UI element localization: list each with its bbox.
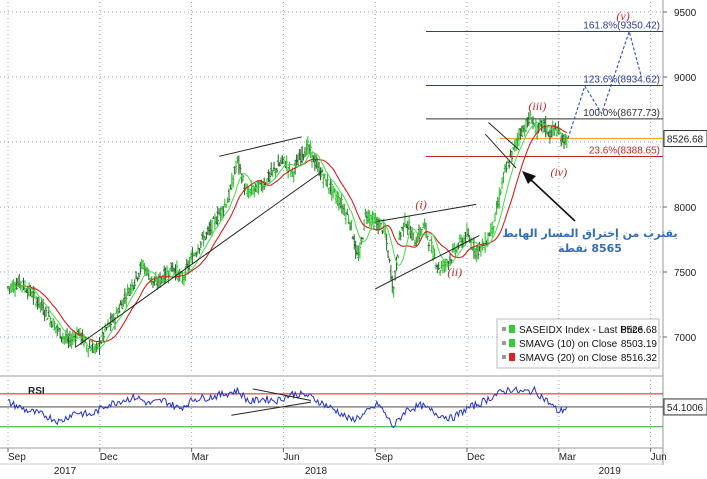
sma20-line [8, 125, 567, 343]
time-axis: Sep Dec Mar Jun Sep Dec Mar Jun 2017 2018 2019 [0, 447, 667, 477]
trend-line [378, 203, 477, 222]
year-label: 2017 [54, 466, 77, 477]
rsi-trend-line [231, 401, 312, 416]
annotation-arrow [528, 177, 576, 222]
legend-value: 8503.19 [621, 339, 658, 350]
rsi-trend-line [252, 388, 312, 401]
y-tick-label: 7000 [674, 333, 697, 344]
fib-label: 161.8%(9350.42) [583, 20, 660, 31]
trend-line [219, 136, 302, 157]
legend-box [496, 318, 660, 369]
rsi-last-box [663, 398, 707, 416]
y-tick-label: 8000 [674, 203, 697, 214]
y-tick-label: 9000 [674, 73, 697, 84]
fib-label: 100.0%(8677.73) [583, 108, 660, 119]
y-tick-label: 7500 [674, 268, 697, 279]
legend-swatch [509, 353, 515, 361]
legend-label: SMAVG (20) on Close [519, 353, 618, 364]
legend-label: SASEIDX Index - Last Price [519, 325, 643, 336]
rsi-panel: RSI 54.1006 [0, 385, 707, 429]
legend-checkbox [502, 355, 506, 359]
sma10-line [8, 122, 568, 348]
fib-label: 123.6%(8934.62) [583, 74, 660, 85]
x-tick-label: Jun [651, 452, 667, 463]
wave-label: (iii) [528, 99, 546, 113]
legend-checkbox [502, 341, 506, 345]
x-tick-label: Jun [283, 452, 299, 463]
wave-label: (v) [616, 9, 629, 23]
legend-label: SMAVG (10) on Close [519, 339, 618, 350]
x-tick-label: Sep [375, 452, 393, 463]
moving-averages [8, 122, 568, 348]
trend-line [75, 170, 324, 348]
x-tick-label: Mar [559, 452, 577, 463]
wave-projection [567, 29, 642, 139]
price-bars [6, 110, 569, 358]
legend-swatch [509, 339, 515, 347]
y-tick-label: 9500 [674, 8, 697, 19]
rsi-last-label: 54.1006 [667, 403, 704, 414]
year-label: 2019 [599, 466, 622, 477]
grid-lines [0, 0, 664, 465]
x-tick-label: Mar [192, 452, 210, 463]
legend-value: 8516.32 [621, 353, 658, 364]
x-tick-label: Dec [467, 452, 485, 463]
wave-label: (ii) [447, 265, 462, 279]
trend-lines [75, 122, 520, 348]
trend-line [484, 133, 517, 169]
rsi-line [8, 385, 568, 429]
last-price-box [663, 130, 707, 148]
x-tick-label: Dec [100, 452, 118, 463]
wave-label: (iv) [550, 165, 567, 179]
annotation-arrowhead [522, 171, 536, 184]
x-tick-label: Sep [8, 452, 26, 463]
trend-line [374, 235, 480, 290]
wave-labels: (v) (iii) (iv) (i) (ii) [415, 9, 629, 279]
projection-path [567, 29, 642, 139]
legend-swatch [509, 325, 515, 333]
legend-value: 8526.68 [621, 325, 658, 336]
last-price-label: 8526.68 [667, 135, 704, 146]
annotation: يقترب من إختراق المسار الهابط 8565 نقطة [502, 171, 678, 255]
rsi-title: RSI [28, 386, 45, 397]
annotation-line2: 8565 نقطة [558, 242, 622, 255]
legend-checkbox [502, 327, 506, 331]
wave-label: (i) [415, 197, 426, 211]
fib-label: 23.6%(8388.65) [589, 145, 660, 156]
price-axis: 9500900085008000750070008526.68 [663, 8, 707, 344]
year-label: 2018 [305, 466, 328, 477]
annotation-line1: يقترب من إختراق المسار الهابط [502, 227, 677, 240]
fibonacci-levels: 161.8%(9350.42) 123.6%(8934.62) 100.0%(867… [426, 20, 663, 157]
trend-line [488, 122, 520, 151]
